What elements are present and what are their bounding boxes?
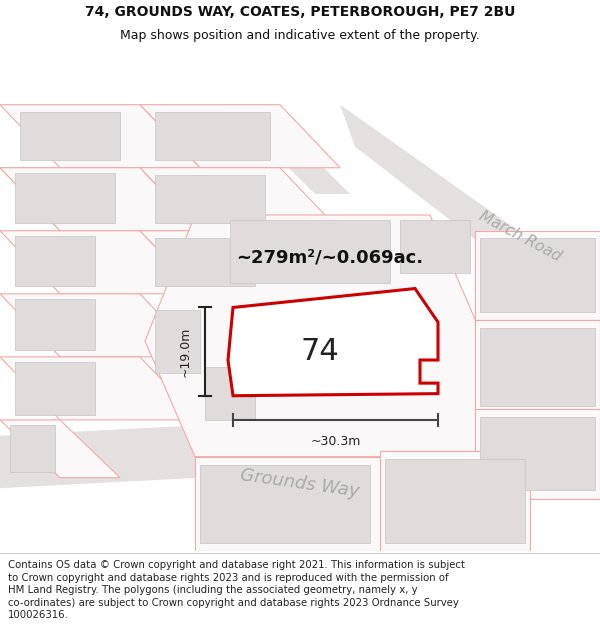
Text: co-ordinates) are subject to Crown copyright and database rights 2023 Ordnance S: co-ordinates) are subject to Crown copyr… — [8, 598, 458, 608]
Text: 74, GROUNDS WAY, COATES, PETERBOROUGH, PE7 2BU: 74, GROUNDS WAY, COATES, PETERBOROUGH, P… — [85, 5, 515, 19]
Polygon shape — [195, 457, 380, 551]
Polygon shape — [10, 425, 55, 472]
Polygon shape — [228, 289, 438, 396]
Text: ~279m²/~0.069ac.: ~279m²/~0.069ac. — [236, 248, 424, 266]
Polygon shape — [15, 173, 115, 223]
Polygon shape — [140, 231, 340, 294]
Polygon shape — [475, 409, 600, 499]
Polygon shape — [145, 215, 480, 457]
Polygon shape — [140, 104, 340, 168]
Polygon shape — [15, 236, 95, 286]
Polygon shape — [225, 104, 350, 194]
Text: HM Land Registry. The polygons (including the associated geometry, namely x, y: HM Land Registry. The polygons (includin… — [8, 585, 418, 595]
Polygon shape — [230, 220, 390, 283]
Polygon shape — [0, 294, 200, 357]
Polygon shape — [0, 104, 200, 168]
Polygon shape — [155, 175, 265, 223]
Polygon shape — [0, 420, 120, 478]
Polygon shape — [400, 220, 470, 272]
Polygon shape — [155, 238, 255, 286]
Polygon shape — [155, 112, 270, 161]
Text: ~30.3m: ~30.3m — [310, 434, 361, 447]
Text: 100026316.: 100026316. — [8, 610, 68, 620]
Polygon shape — [15, 299, 95, 349]
Polygon shape — [0, 404, 600, 488]
Polygon shape — [0, 168, 200, 231]
Text: March Road: March Road — [476, 208, 563, 264]
Polygon shape — [480, 238, 595, 312]
Polygon shape — [480, 329, 595, 406]
Text: Contains OS data © Crown copyright and database right 2021. This information is : Contains OS data © Crown copyright and d… — [8, 560, 465, 570]
Polygon shape — [140, 168, 340, 231]
Text: to Crown copyright and database rights 2023 and is reproduced with the permissio: to Crown copyright and database rights 2… — [8, 572, 448, 582]
Polygon shape — [385, 459, 525, 543]
Polygon shape — [20, 112, 120, 161]
Polygon shape — [15, 362, 95, 414]
Polygon shape — [475, 320, 600, 414]
Polygon shape — [480, 417, 595, 490]
Polygon shape — [475, 231, 600, 320]
Polygon shape — [340, 104, 600, 336]
Text: Map shows position and indicative extent of the property.: Map shows position and indicative extent… — [120, 29, 480, 42]
Polygon shape — [200, 465, 370, 543]
Polygon shape — [205, 368, 255, 420]
Polygon shape — [0, 168, 130, 241]
Text: Grounds Way: Grounds Way — [239, 466, 361, 500]
Text: 74: 74 — [301, 337, 340, 366]
Text: ~19.0m: ~19.0m — [179, 326, 191, 377]
Polygon shape — [380, 451, 530, 551]
Polygon shape — [155, 309, 200, 372]
Polygon shape — [0, 357, 200, 420]
Polygon shape — [0, 231, 200, 294]
